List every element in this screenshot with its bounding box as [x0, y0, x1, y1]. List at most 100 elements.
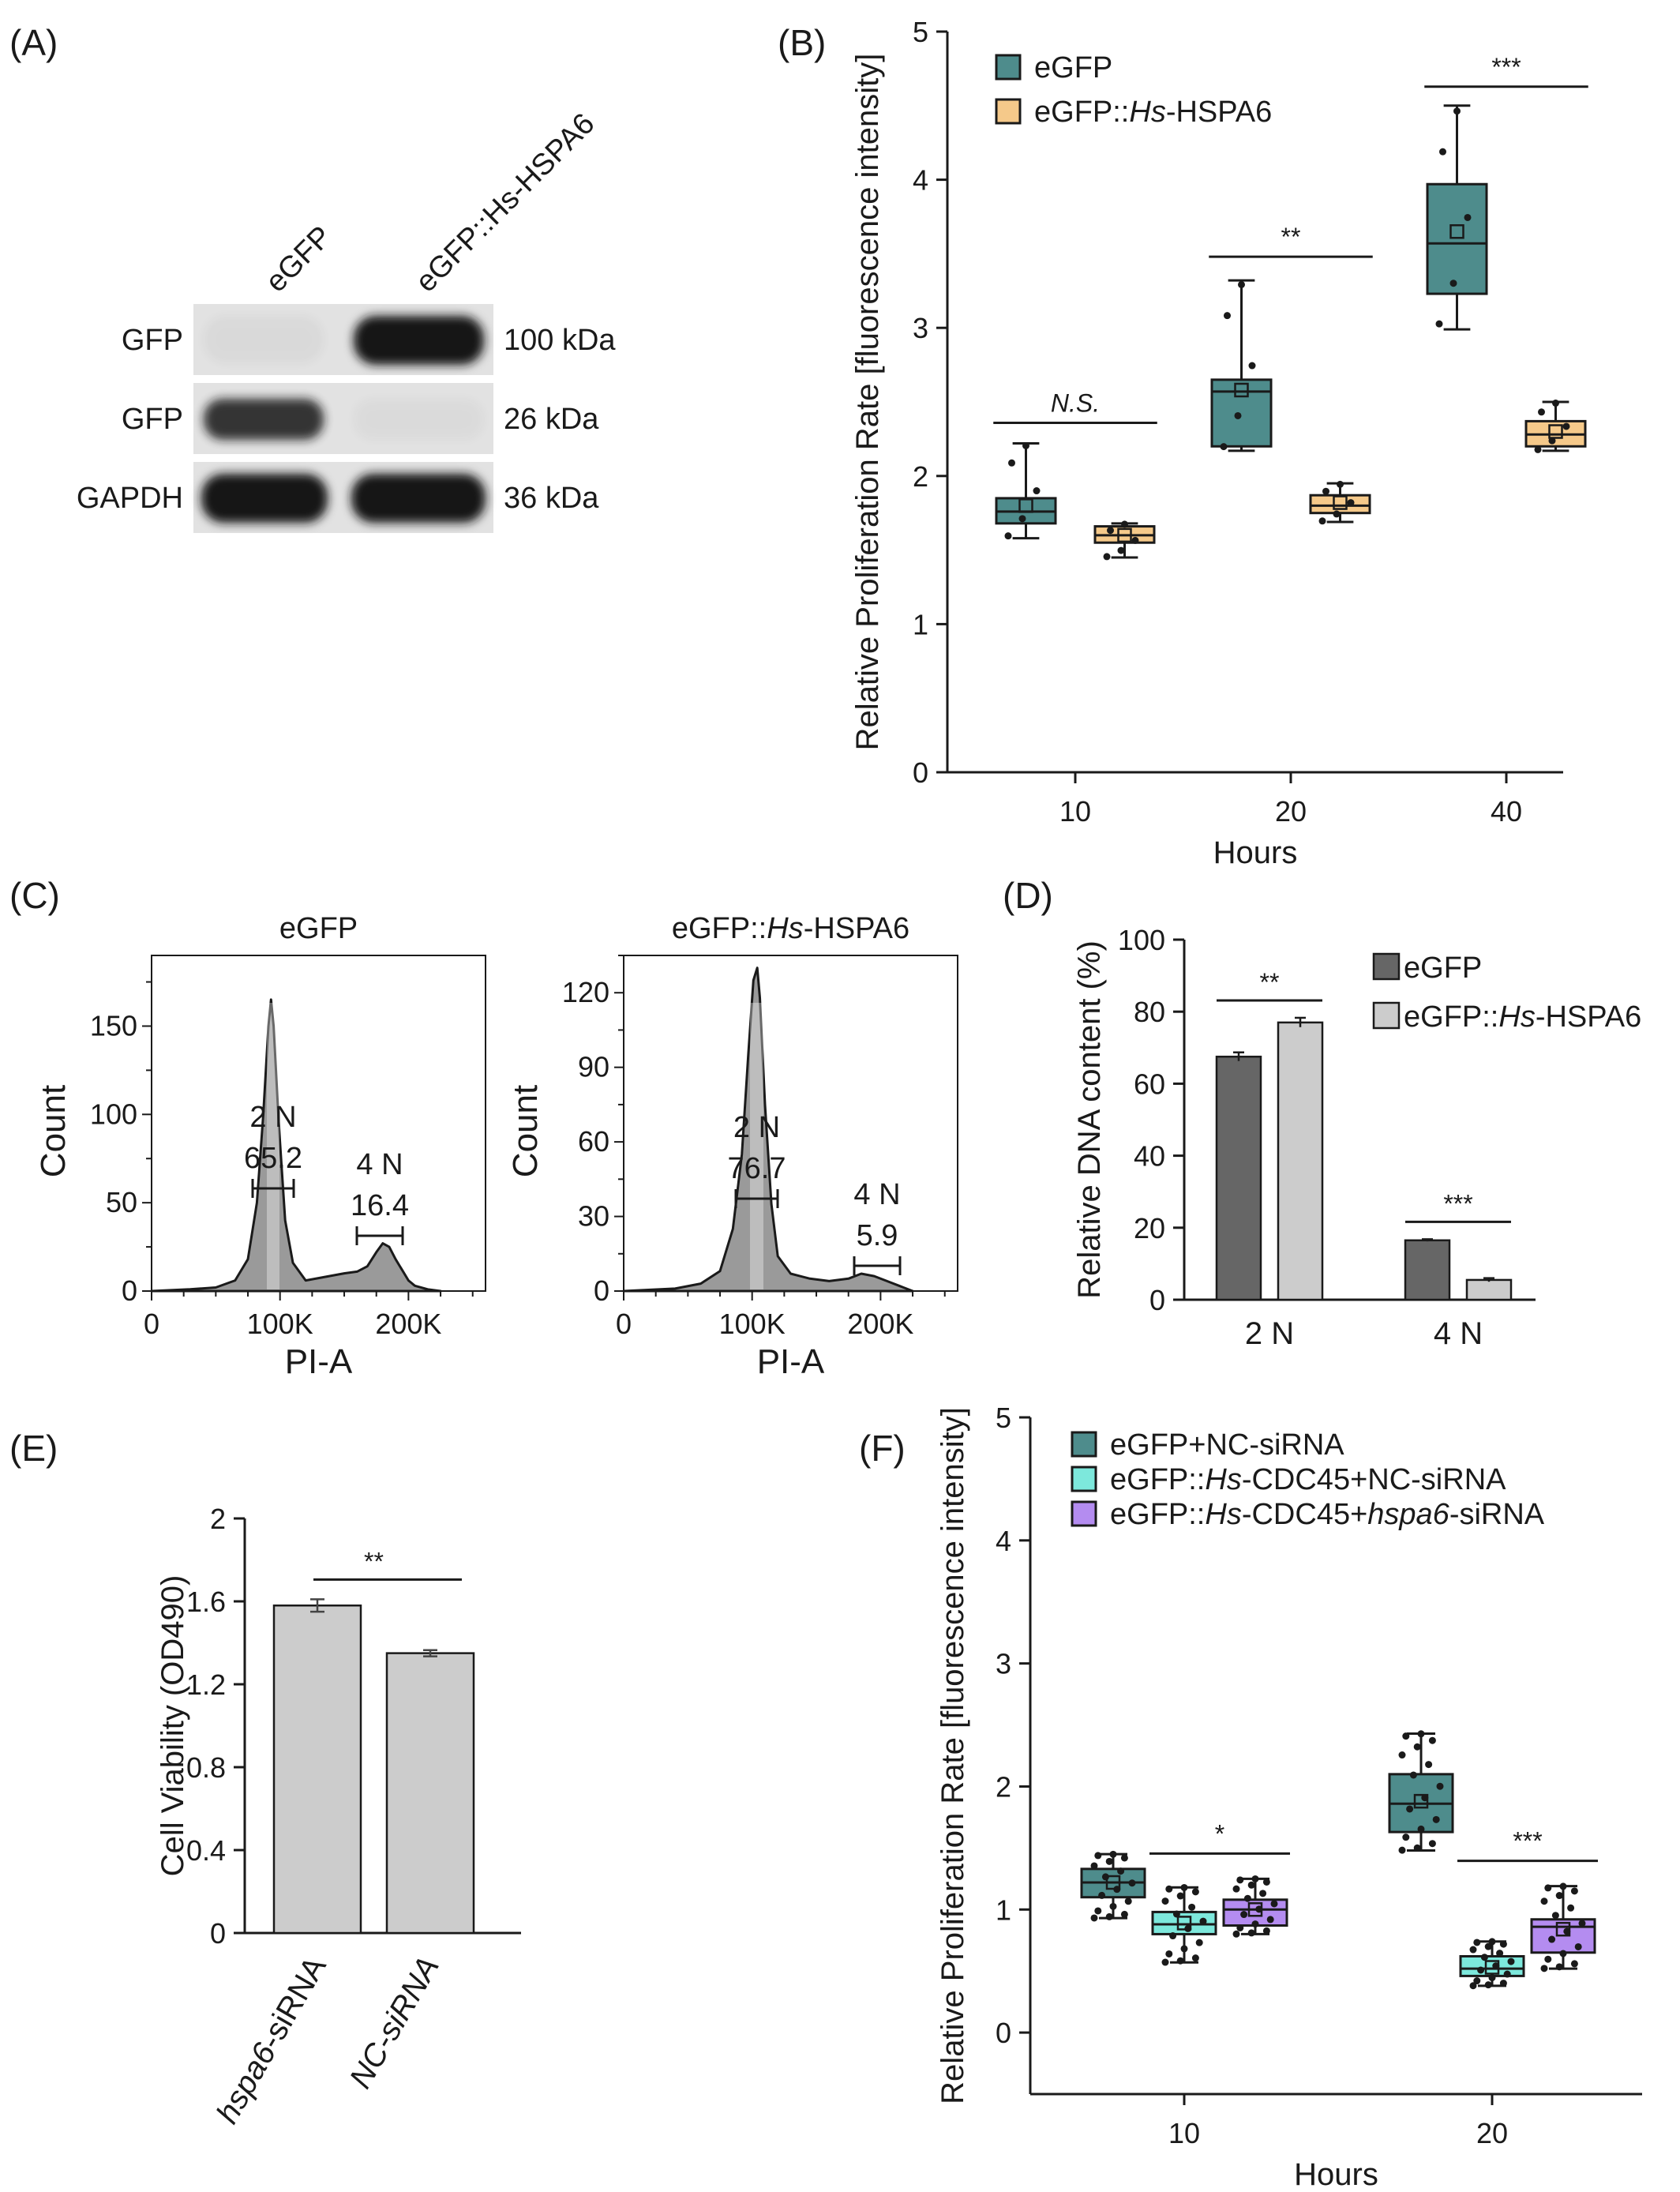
data-point	[1266, 1916, 1274, 1924]
bar-dark_gray-2N	[1215, 1055, 1262, 1301]
significance-label: *	[1215, 1819, 1224, 1848]
blot-row-gapdh: GAPDH 36 kDa	[77, 462, 599, 533]
data-point	[1562, 422, 1570, 430]
panel-label-d: (D)	[1003, 875, 1053, 916]
data-point	[1169, 1932, 1177, 1940]
band-lane-2	[354, 399, 484, 440]
y-tick-label: 150	[90, 1009, 137, 1042]
box-orange-20	[1309, 480, 1371, 525]
panel-label-b: (B)	[778, 22, 826, 63]
gate-highlight	[267, 1003, 279, 1289]
box-orange-10	[1093, 520, 1156, 561]
data-point	[1469, 1982, 1477, 1990]
box-mean	[1018, 498, 1033, 513]
histogram-area	[150, 998, 442, 1293]
x-tick-label: 4 N	[1434, 1316, 1483, 1351]
data-point	[1552, 400, 1559, 407]
data-point	[1022, 441, 1029, 449]
chart-e-cell-viability: 0 0.4 0.8 1.2 1.6 2 Cell Viability (OD490) hspa…	[156, 1503, 521, 2130]
box-iqr	[1151, 1910, 1217, 1935]
data-point	[1570, 1887, 1578, 1895]
data-point	[1559, 1950, 1567, 1957]
data-point	[1473, 1939, 1481, 1946]
y-axis-title: Count	[34, 1085, 73, 1177]
y-tick-label: 40	[1134, 1140, 1165, 1173]
y-tick-label: 0	[1149, 1284, 1165, 1316]
data-point	[1117, 546, 1125, 554]
data-point	[1347, 499, 1355, 507]
y-tick-label: 0	[210, 1917, 226, 1950]
data-point	[1270, 1900, 1278, 1908]
data-point	[1008, 459, 1015, 467]
data-point	[1098, 1891, 1106, 1899]
data-point	[1262, 1927, 1270, 1935]
data-point	[1548, 437, 1556, 445]
data-point	[1161, 1958, 1169, 1966]
legend-label-teal: eGFP	[1034, 51, 1112, 84]
data-point	[1094, 1907, 1102, 1915]
y-tick-label: 5	[996, 1402, 1011, 1434]
data-point	[1236, 1876, 1244, 1884]
y-tick-label: 0.8	[186, 1751, 226, 1784]
box-purple-20	[1530, 1882, 1596, 1972]
bar-light_gray-2N	[1277, 1021, 1324, 1301]
box-iqr	[1210, 378, 1273, 448]
plot-frame	[623, 955, 958, 1292]
data-point	[1496, 1950, 1504, 1957]
western-blot: eGFP eGFP::Hs-HSPA6 GFP 100 kDa GFP 26 k…	[77, 107, 616, 533]
data-point	[1413, 1844, 1421, 1852]
data-point	[1117, 1867, 1125, 1875]
significance-label: ***	[1443, 1189, 1472, 1218]
bar-hspa6-siRNA	[272, 1605, 362, 1935]
x-axis-title: Hours	[1213, 835, 1298, 870]
data-point	[1101, 1873, 1109, 1881]
box-iqr	[1309, 494, 1371, 515]
y-tick-label: 1.6	[186, 1586, 226, 1618]
gate-label: 2 N	[733, 1111, 780, 1144]
data-point	[1488, 1974, 1496, 1982]
y-tick-label: 50	[106, 1186, 137, 1218]
significance-label: ***	[1491, 53, 1521, 81]
blot-row-gfp-26: GFP 26 kDa	[122, 383, 599, 454]
data-point	[1398, 1846, 1406, 1854]
y-tick-label: 120	[562, 976, 609, 1008]
lane-label-egfp-hspa6: eGFP::Hs-HSPA6	[410, 107, 602, 299]
y-axis-title: Relative DNA content (%)	[1072, 940, 1107, 1299]
data-point	[1238, 280, 1245, 288]
significance-label: N.S.	[1051, 389, 1100, 418]
gate-label: 2 N	[249, 1101, 296, 1134]
box-teal-40	[1426, 104, 1488, 331]
data-point	[1538, 408, 1545, 416]
data-point	[1484, 1981, 1492, 1989]
data-point	[1421, 1794, 1429, 1802]
data-point	[1428, 1736, 1436, 1744]
data-point	[1128, 1879, 1136, 1887]
blot-row-label: GFP	[122, 403, 183, 436]
legend-swatch-teal	[995, 54, 1022, 81]
blot-row-size: 36 kDa	[504, 482, 599, 515]
y-tick-label: 60	[1134, 1068, 1165, 1100]
y-tick-label: 60	[578, 1125, 609, 1158]
band-lane-1	[204, 399, 324, 440]
chart-b-proliferation: 0 1 2 3 4 5 10 20 40 Hours Relative Proliferation …	[850, 16, 1588, 870]
data-point	[1551, 1912, 1559, 1920]
data-point	[1172, 1910, 1180, 1918]
data-point	[1318, 517, 1326, 525]
box-mean	[1117, 527, 1132, 543]
legend-label-light_gray: eGFP::Hs-HSPA6	[1404, 1000, 1641, 1034]
box-mean	[1413, 1793, 1429, 1809]
chart-d-dna-content: 0 20 40 60 80 100 Relative DNA content (%) 2 N *…	[1072, 924, 1641, 1351]
y-tick-label: 20	[1134, 1212, 1165, 1244]
y-tick-label: 2	[210, 1503, 226, 1535]
lane-label-egfp: eGFP	[260, 220, 339, 298]
data-point	[1432, 1815, 1440, 1823]
significance-label: **	[1281, 223, 1301, 251]
x-axis-title: Hours	[1294, 2157, 1378, 2192]
data-point	[1176, 1892, 1184, 1900]
data-point	[1492, 1962, 1500, 1970]
data-point	[1188, 1903, 1196, 1911]
data-point	[1251, 1920, 1259, 1928]
histogram-title: eGFP	[279, 912, 358, 945]
chart-f-proliferation-sirna: 0 1 2 3 4 5 10 20 Hours Relative Proliferation Ra…	[936, 1402, 1642, 2192]
gate-percentage: 76.7	[728, 1152, 786, 1185]
